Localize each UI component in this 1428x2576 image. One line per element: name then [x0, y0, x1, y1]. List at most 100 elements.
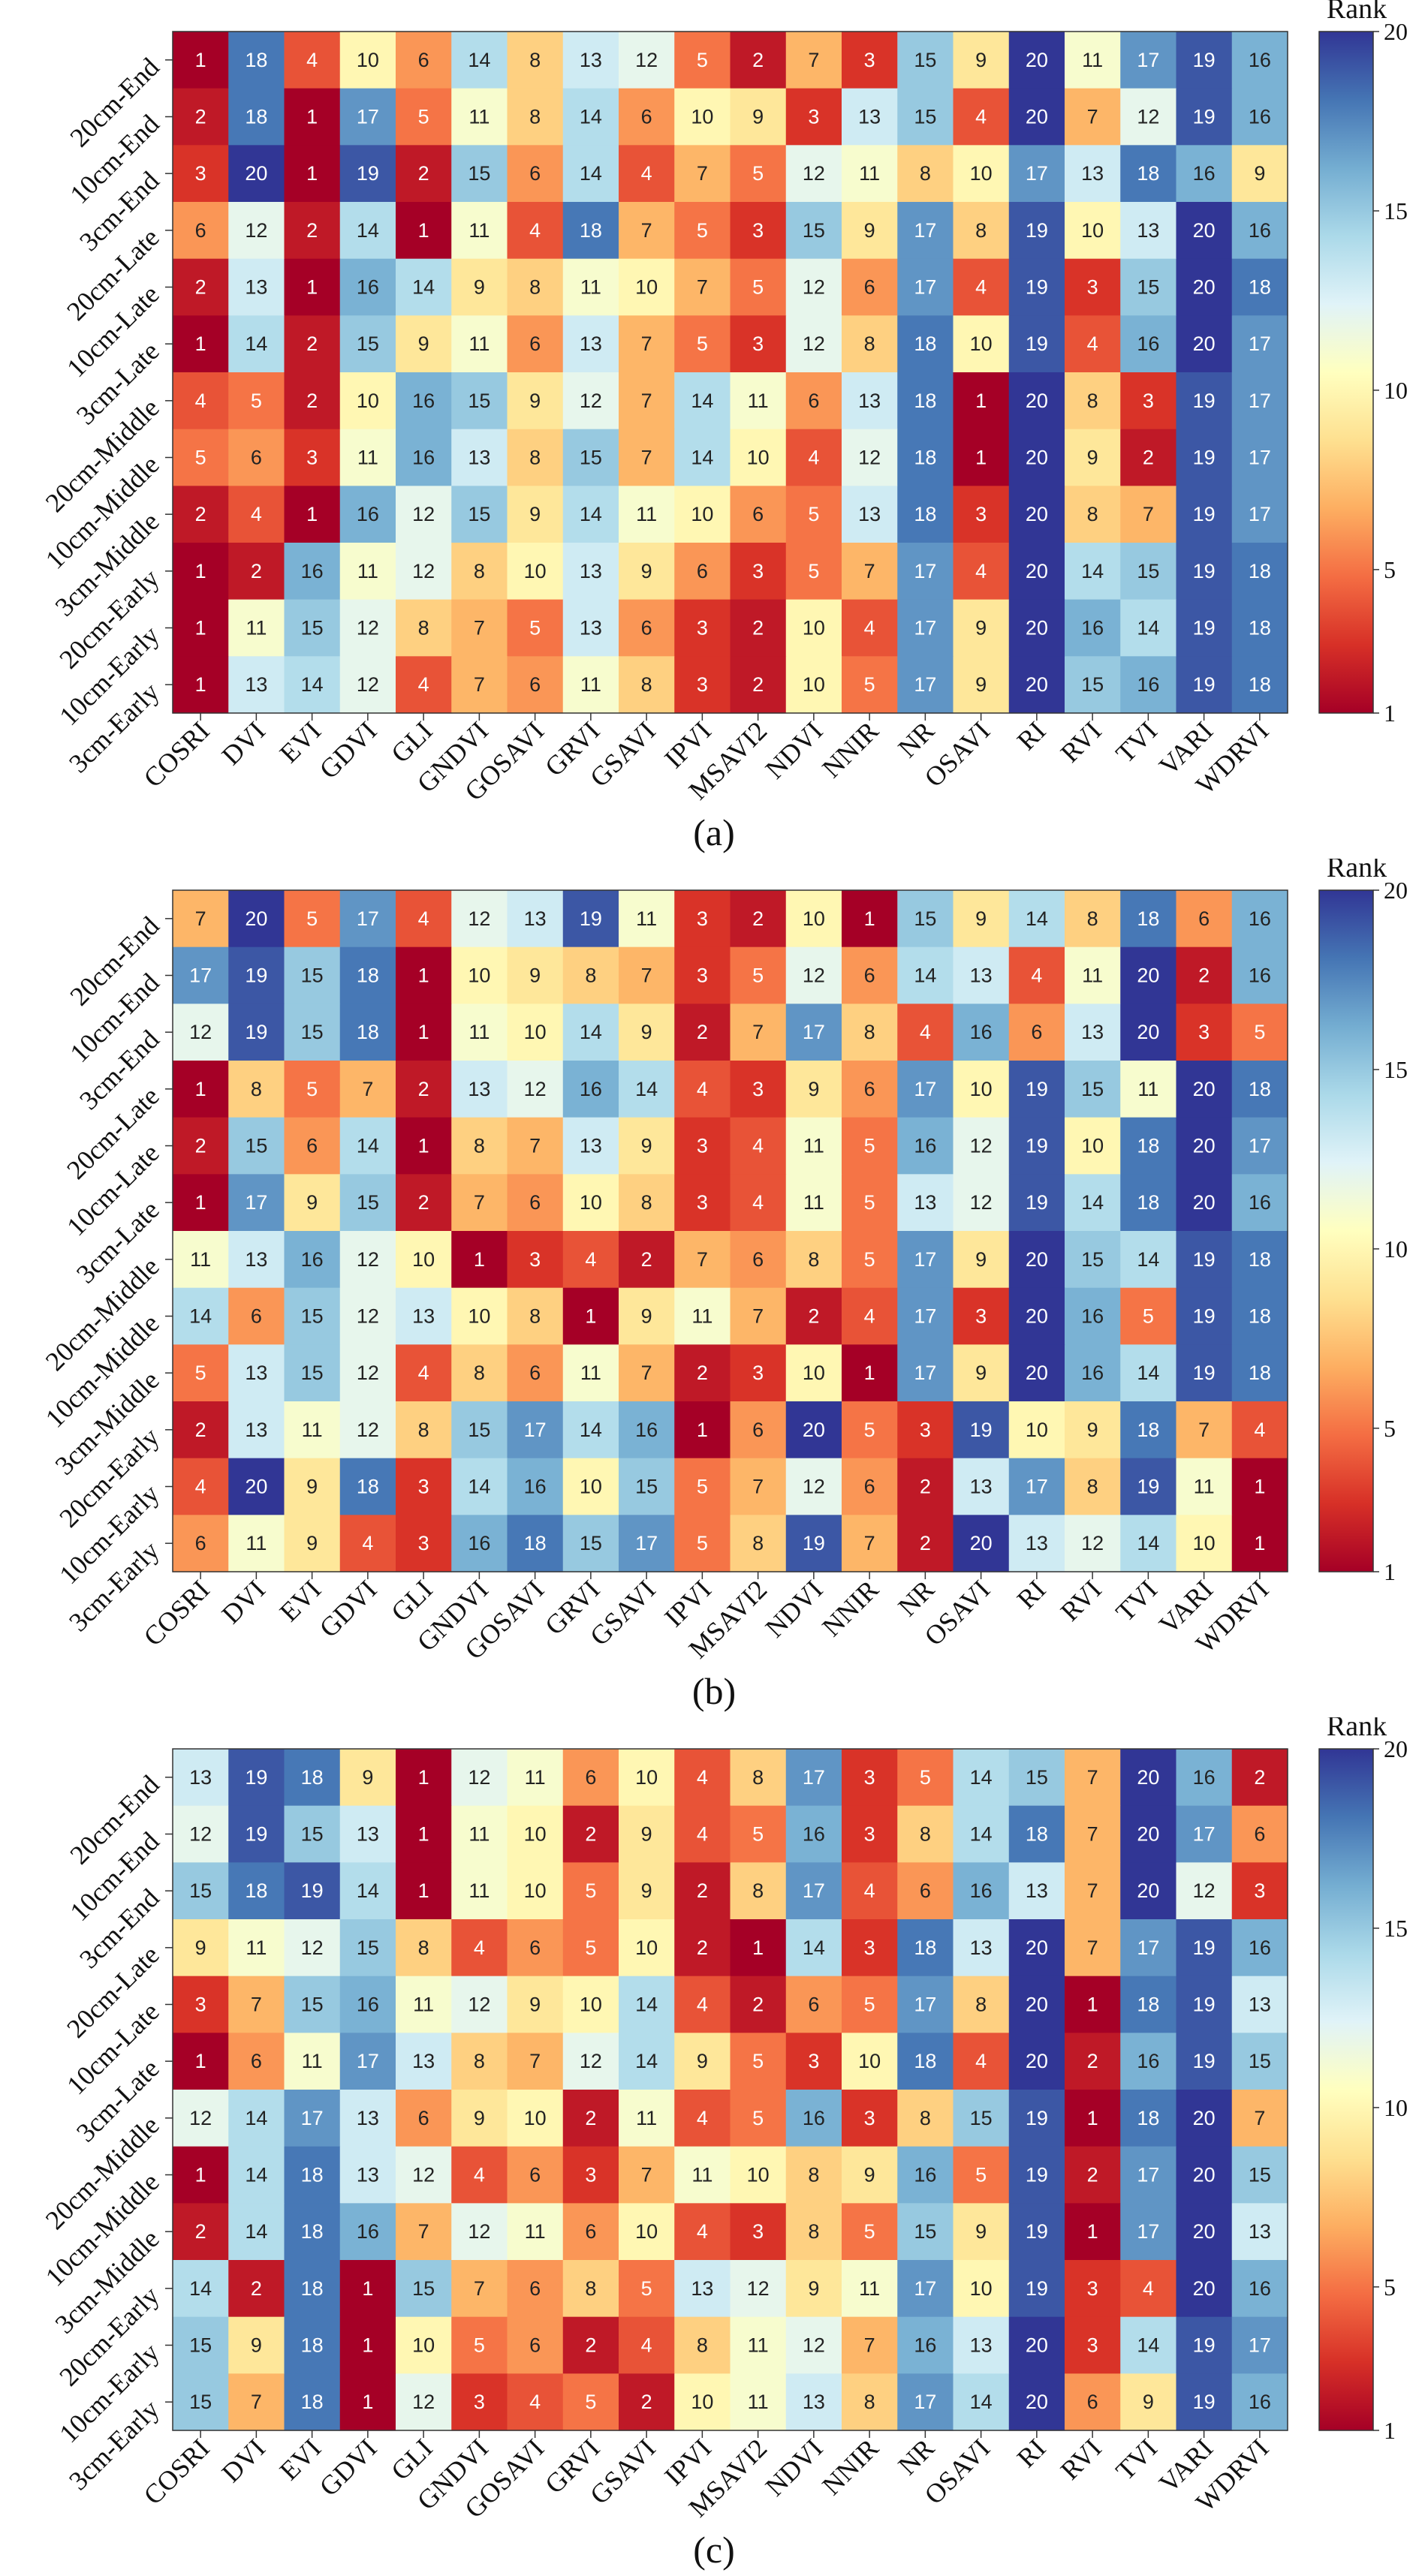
heatmap-cell-value: 20 — [970, 1532, 993, 1554]
heatmap-cell-value: 8 — [418, 1419, 429, 1441]
heatmap-cell-value: 5 — [1143, 1305, 1154, 1328]
heatmap-cell-value: 16 — [1249, 106, 1271, 128]
heatmap-cell-value: 12 — [970, 1191, 993, 1214]
panel-label: (c) — [693, 2529, 735, 2571]
heatmap-cell-value: 16 — [803, 2107, 825, 2129]
heatmap-cell-value: 11 — [246, 1937, 267, 1959]
heatmap-cell-value: 20 — [1026, 2391, 1048, 2413]
heatmap-cell-value: 16 — [1193, 1766, 1216, 1789]
heatmap-cell-value: 4 — [697, 2220, 708, 2243]
heatmap-cell-value: 5 — [306, 907, 318, 930]
heatmap-cell-value: 11 — [468, 219, 490, 242]
heatmap-cell-value: 13 — [580, 617, 602, 639]
heatmap-cell-value: 7 — [529, 2050, 541, 2072]
heatmap-cell-value: 9 — [306, 1191, 318, 1214]
heatmap-cell-value: 10 — [468, 1305, 490, 1328]
heatmap-cell-value: 14 — [468, 1476, 490, 1498]
heatmap-cell-value: 13 — [524, 907, 547, 930]
heatmap-cell-value: 2 — [418, 1191, 429, 1214]
heatmap-cell-value: 10 — [691, 106, 713, 128]
heatmap-cell-value: 3 — [1087, 2277, 1098, 2300]
heatmap-cell-value: 7 — [864, 2334, 875, 2357]
colorbar-gradient — [1319, 1749, 1373, 2430]
heatmap-cell-value: 6 — [195, 219, 206, 242]
heatmap-cell-value: 16 — [357, 1994, 379, 2016]
heatmap-cell-value: 9 — [975, 673, 987, 696]
heatmap-cell-value: 14 — [635, 2050, 658, 2072]
heatmap-cell-value: 8 — [585, 2277, 596, 2300]
x-tick-label: RVI — [1055, 1574, 1107, 1627]
heatmap-cell-value: 3 — [529, 1248, 541, 1271]
heatmap-cell-value: 15 — [914, 2220, 936, 2243]
heatmap-cell-value: 9 — [474, 276, 485, 299]
heatmap-cell-value: 16 — [1249, 2391, 1271, 2413]
heatmap-cell-value: 16 — [1249, 2277, 1271, 2300]
heatmap-cell-value: 16 — [914, 2164, 936, 2186]
heatmap-cell-value: 5 — [585, 2391, 596, 2413]
heatmap-cell-value: 11 — [803, 1135, 824, 1157]
heatmap-cell-value: 17 — [1137, 2220, 1159, 2243]
heatmap-cell-value: 10 — [970, 162, 993, 185]
heatmap-cell-value: 10 — [970, 333, 993, 355]
heatmap-cell-value: 6 — [585, 2220, 596, 2243]
heatmap-cell-value: 17 — [1249, 2334, 1271, 2357]
heatmap-cell-value: 1 — [697, 1419, 708, 1441]
heatmap-cell-value: 11 — [525, 1766, 546, 1789]
heatmap-cell-value: 19 — [1137, 1476, 1159, 1498]
heatmap-cell-value: 20 — [1026, 1248, 1048, 1271]
heatmap-cell-value: 4 — [697, 1766, 708, 1789]
heatmap-cell-value: 8 — [585, 964, 596, 987]
heatmap-cell-value: 5 — [752, 964, 764, 987]
heatmap-cell-value: 14 — [301, 673, 324, 696]
heatmap-cell-value: 3 — [697, 1191, 708, 1214]
heatmap-cell-value: 10 — [803, 1362, 825, 1384]
heatmap-cell-value: 5 — [752, 2050, 764, 2072]
heatmap-cell-value: 3 — [697, 964, 708, 987]
heatmap-cell-value: 7 — [195, 907, 206, 930]
heatmap-cell-value: 12 — [803, 1476, 825, 1498]
heatmap-cell-value: 6 — [529, 673, 541, 696]
heatmap-cell-value: 2 — [697, 1362, 708, 1384]
heatmap-cell-value: 12 — [803, 276, 825, 299]
heatmap-cell-value: 1 — [195, 2164, 206, 2186]
heatmap-cell-value: 4 — [975, 106, 987, 128]
heatmap-cell-value: 7 — [1087, 1937, 1098, 1959]
heatmap-cell-value: 20 — [1193, 2220, 1216, 2243]
heatmap-cell-value: 8 — [641, 673, 652, 696]
heatmap-cell-value: 19 — [1193, 1994, 1216, 2016]
x-tick-label: DVI — [216, 1574, 272, 1630]
heatmap-cell-value: 9 — [975, 2220, 987, 2243]
heatmap-cell-value: 20 — [1026, 2050, 1048, 2072]
heatmap-cell-value: 16 — [412, 390, 435, 412]
heatmap-cell-value: 4 — [697, 2107, 708, 2129]
heatmap-cell-value: 10 — [635, 1937, 658, 1959]
heatmap-cell-value: 7 — [697, 276, 708, 299]
heatmap-cell-value: 16 — [357, 2220, 379, 2243]
heatmap-cell-value: 20 — [245, 1476, 267, 1498]
heatmap-cell-value: 9 — [529, 964, 541, 987]
heatmap-cell-value: 10 — [803, 617, 825, 639]
heatmap-cell-value: 1 — [195, 673, 206, 696]
x-tick-label: COSRI — [138, 715, 215, 793]
heatmap-cell-value: 17 — [914, 219, 936, 242]
heatmap-cell-value: 8 — [864, 1021, 875, 1043]
heatmap-cell-value: 11 — [302, 1419, 323, 1441]
heatmap-cell-value: 4 — [1143, 2277, 1154, 2300]
heatmap-cell-value: 7 — [641, 447, 652, 469]
heatmap-cell-value: 7 — [529, 1135, 541, 1157]
heatmap-cell-value: 12 — [357, 1362, 379, 1384]
heatmap-cell-value: 7 — [864, 560, 875, 582]
heatmap-cell-value: 13 — [357, 2107, 379, 2129]
heatmap-cell-value: 7 — [752, 1476, 764, 1498]
heatmap-cell-value: 13 — [1081, 162, 1104, 185]
heatmap-cell-value: 15 — [468, 1419, 490, 1441]
heatmap-cell-value: 17 — [914, 2277, 936, 2300]
heatmap-cell-value: 2 — [251, 560, 262, 582]
heatmap-cell-value: 15 — [357, 1937, 379, 1959]
heatmap-cell-value: 5 — [697, 1476, 708, 1498]
colorbar-tick-label: 5 — [1384, 1415, 1396, 1442]
heatmap-cell-value: 20 — [1193, 2277, 1216, 2300]
heatmap-cell-value: 1 — [306, 276, 318, 299]
heatmap-cell-value: 5 — [864, 1419, 875, 1441]
heatmap-cell-value: 2 — [1198, 964, 1210, 987]
